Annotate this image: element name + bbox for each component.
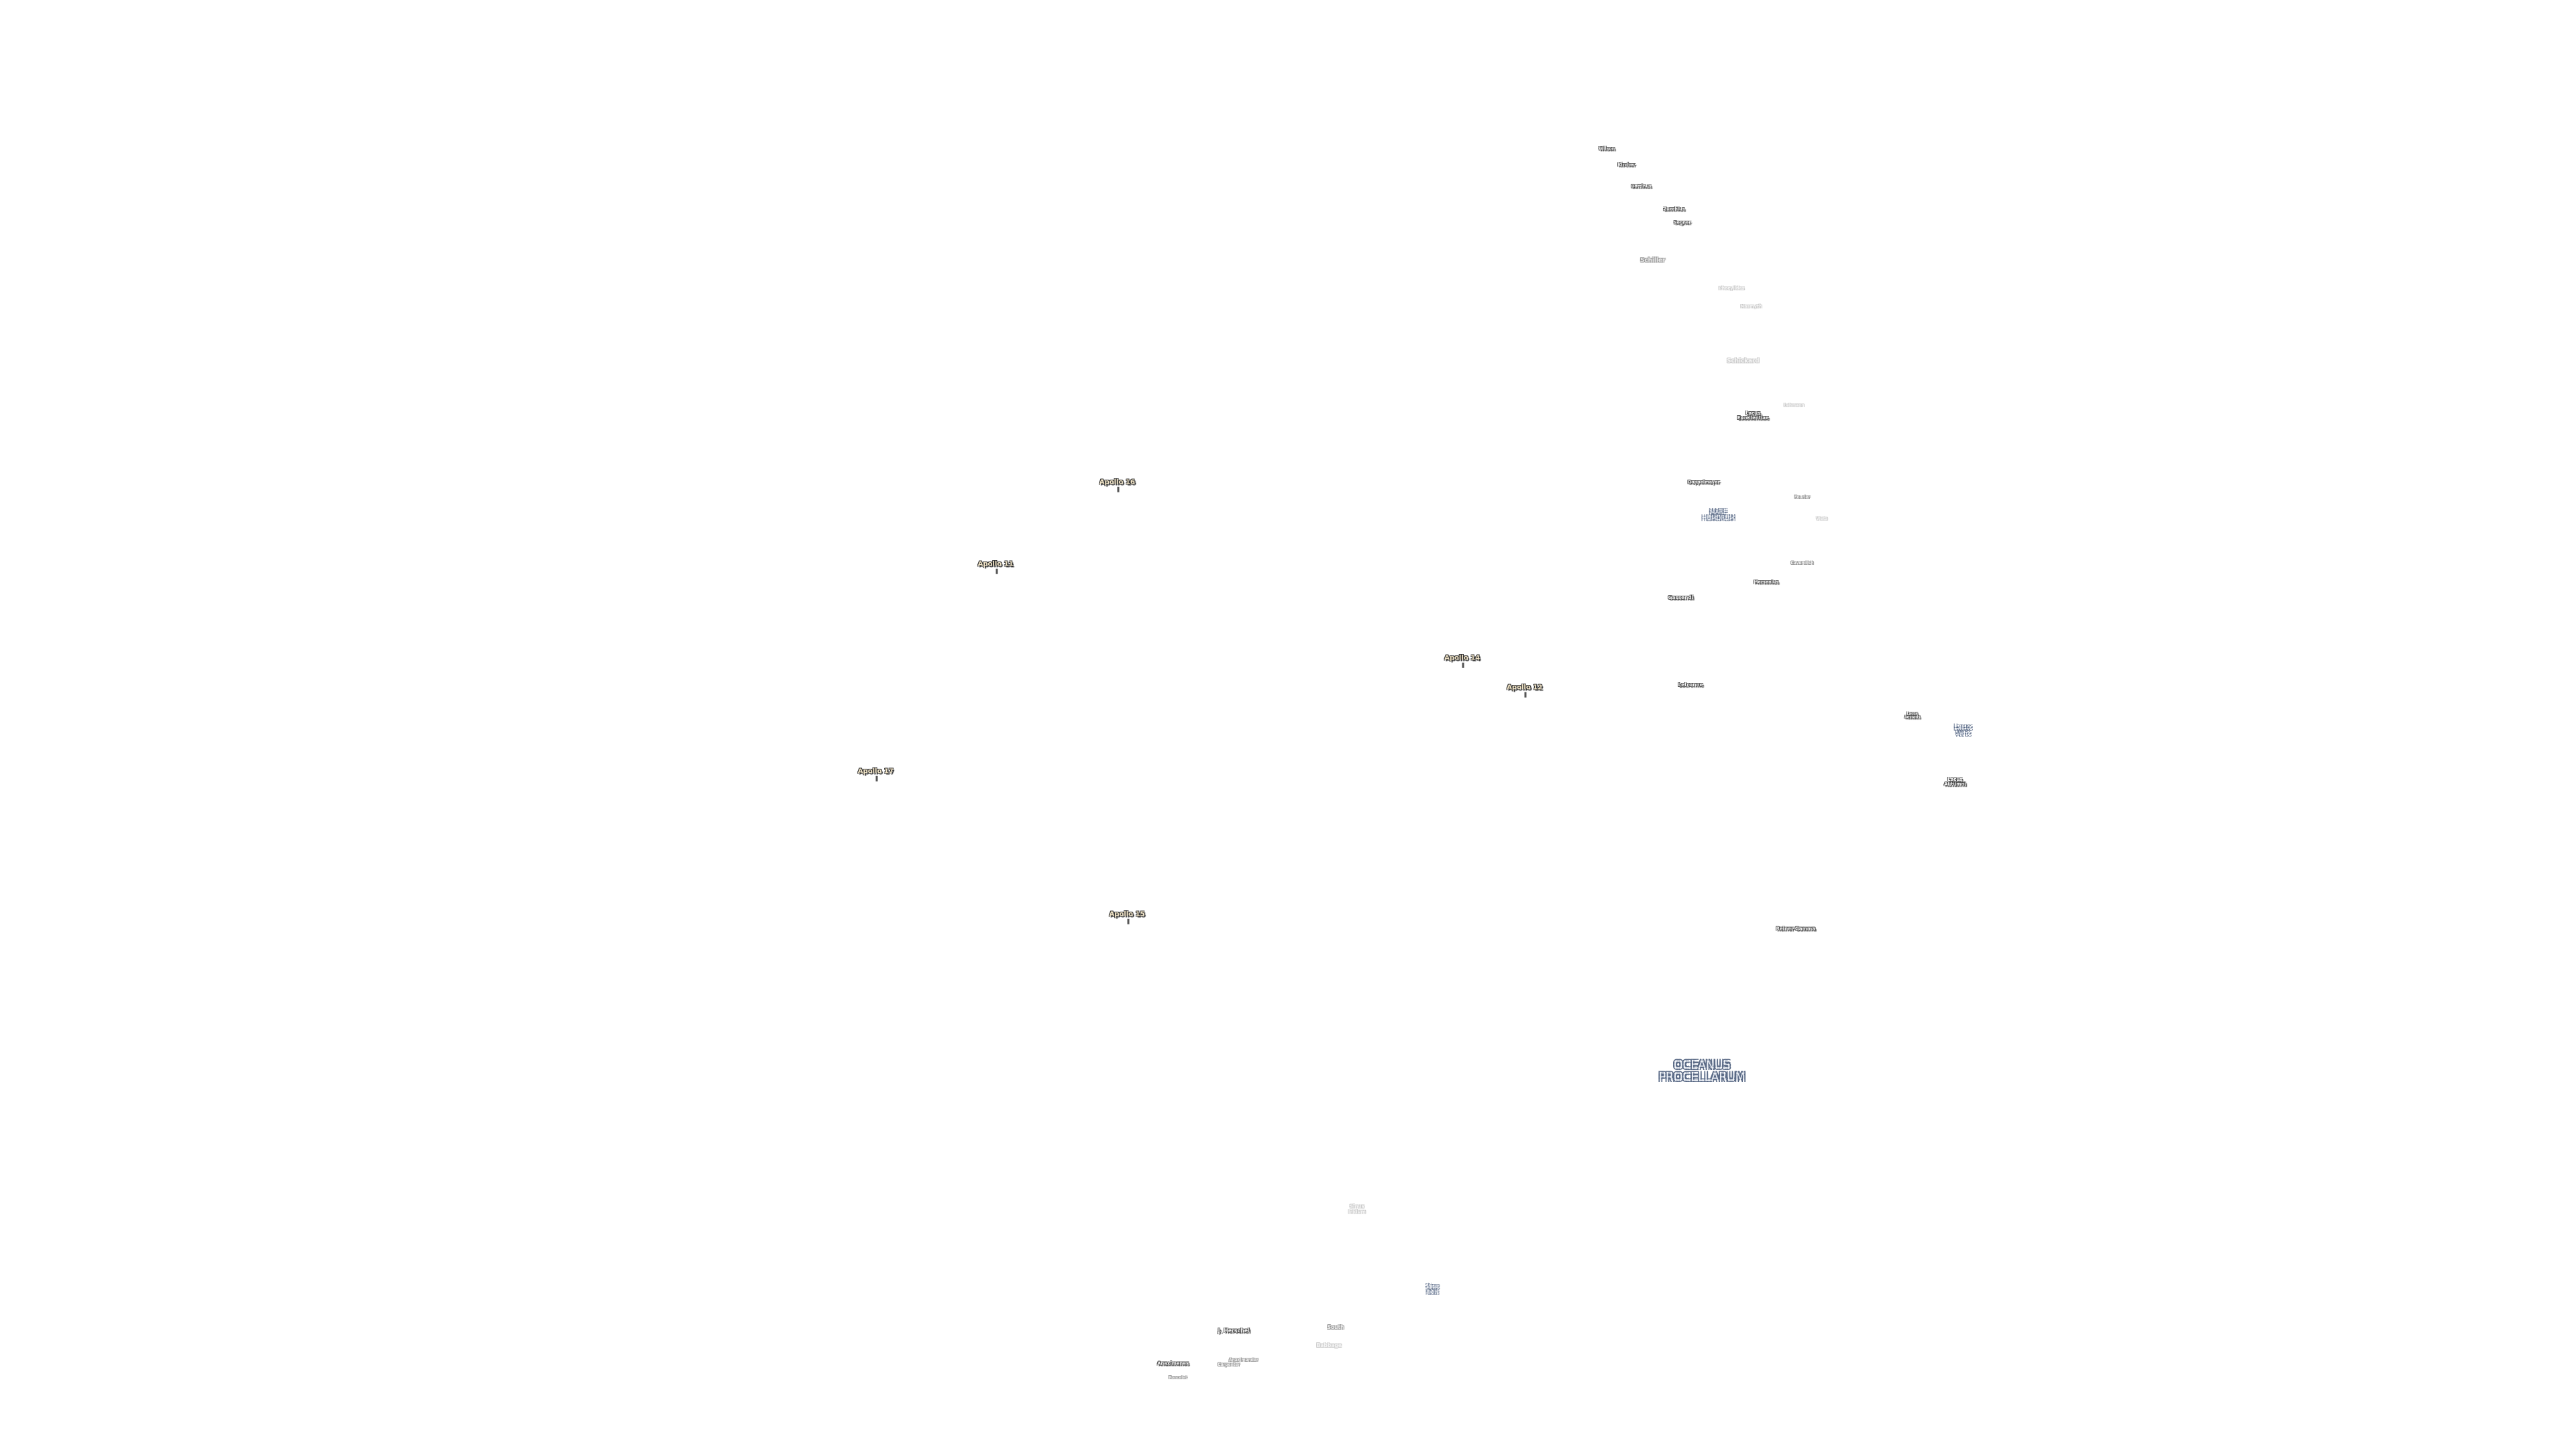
label-line: Sinus bbox=[1426, 1284, 1439, 1290]
label-line: Lacus bbox=[1954, 724, 1972, 731]
feature-label: Anaximenes bbox=[1157, 1360, 1189, 1366]
label-line: Lehmann bbox=[1784, 403, 1805, 408]
label-line: Bettinus bbox=[1631, 184, 1652, 189]
feature-label: Segner bbox=[1674, 221, 1690, 226]
apollo-site-label: Apollo 16 bbox=[1099, 478, 1135, 492]
label-line: Wilson bbox=[1599, 146, 1615, 152]
feature-label: Mersenius bbox=[1754, 580, 1779, 586]
feature-label: Carpenter bbox=[1218, 1363, 1240, 1367]
feature-label: Babbage bbox=[1316, 1342, 1342, 1348]
apollo-site-label: Apollo 14 bbox=[1444, 654, 1481, 667]
apollo-site-label: Apollo 12 bbox=[1507, 684, 1543, 697]
feature-label: Cavendish bbox=[1791, 561, 1814, 566]
feature-label: Letronne bbox=[1678, 682, 1703, 688]
label-line: Cavendish bbox=[1790, 561, 1814, 566]
label-line: Iridum bbox=[1348, 1208, 1366, 1215]
label-line: Kircher bbox=[1617, 163, 1635, 168]
label-line: Gassendi bbox=[1668, 594, 1694, 601]
label-line: Segner bbox=[1674, 220, 1691, 225]
apollo-site-label: Apollo 11 bbox=[977, 561, 1014, 574]
feature-label: Poncelet bbox=[1169, 1375, 1187, 1381]
feature-label: Lacus Autumni bbox=[1944, 777, 1966, 787]
feature-label: Zucchius bbox=[1663, 207, 1685, 213]
apollo-site-label: Apollo 17 bbox=[857, 767, 894, 781]
label-line: Anaximander bbox=[1229, 1358, 1258, 1362]
label-line: Lacus bbox=[1746, 410, 1761, 416]
feature-label: Schiller bbox=[1640, 258, 1665, 264]
label-line: Doppelmayer bbox=[1687, 480, 1720, 485]
label-line: Excellentiae bbox=[1737, 415, 1769, 421]
label-line: Veris bbox=[1955, 730, 1971, 737]
feature-label: J. Herschel bbox=[1218, 1328, 1250, 1334]
label-line: Schickard bbox=[1727, 358, 1760, 365]
label-line: Lacus bbox=[1947, 776, 1963, 782]
feature-label: Bettinus bbox=[1631, 184, 1652, 190]
label-line: J. Herschel bbox=[1218, 1327, 1250, 1334]
label-line: Fourier bbox=[1794, 495, 1811, 500]
label-line: PROCELLARUM bbox=[1658, 1070, 1746, 1084]
label-line: Apollo 11 bbox=[977, 561, 1014, 569]
feature-label: Sinus Roris bbox=[1426, 1284, 1439, 1295]
label-line: Apollo 15 bbox=[1109, 910, 1145, 918]
label-line: Apollo 14 bbox=[1444, 654, 1481, 662]
label-line: Nasmyth bbox=[1740, 304, 1762, 309]
apollo-site-label: Apollo 15 bbox=[1109, 910, 1145, 924]
feature-label: Nasmyth bbox=[1741, 305, 1762, 310]
label-line: Zucchius bbox=[1663, 207, 1685, 213]
label-line: MARE bbox=[1710, 508, 1727, 516]
label-line: Babbage bbox=[1316, 1342, 1342, 1348]
feature-label: MARE HUMORUM bbox=[1702, 508, 1735, 523]
label-line: Vieta bbox=[1816, 517, 1828, 521]
label-line: Aestatis bbox=[1904, 715, 1921, 720]
label-line: Apollo 17 bbox=[857, 767, 894, 775]
label-line: HUMORUM bbox=[1702, 515, 1735, 522]
feature-label: Anaximander bbox=[1229, 1358, 1258, 1362]
label-line: Mersenius bbox=[1754, 580, 1779, 586]
label-line: Reiner Gamma bbox=[1776, 924, 1816, 931]
label-line: Autumni bbox=[1943, 781, 1966, 787]
label-line: Poncelet bbox=[1169, 1375, 1187, 1380]
label-line: Schiller bbox=[1640, 257, 1666, 264]
label-line: South bbox=[1327, 1324, 1344, 1330]
label-line: Sinus bbox=[1349, 1203, 1364, 1210]
label-line: Carpenter bbox=[1218, 1363, 1240, 1368]
label-line: Letronne bbox=[1678, 682, 1703, 688]
label-line: Phocylides bbox=[1718, 286, 1745, 291]
feature-label: Lacus Veris bbox=[1954, 724, 1972, 738]
feature-label: Schickard bbox=[1727, 358, 1759, 364]
label-line: Lacus bbox=[1907, 712, 1918, 716]
feature-label: Gassendi bbox=[1668, 594, 1694, 601]
feature-label: Doppelmayer bbox=[1687, 480, 1720, 486]
feature-label: Reiner Gamma bbox=[1776, 924, 1816, 931]
feature-label: Kircher bbox=[1617, 163, 1635, 168]
label-line: Roris bbox=[1427, 1289, 1438, 1295]
feature-label: Fourier bbox=[1794, 496, 1811, 500]
feature-label: Sinus Iridum bbox=[1348, 1204, 1366, 1214]
feature-label: OCEANUS PROCELLARUM bbox=[1659, 1059, 1746, 1083]
feature-label: Phocylides bbox=[1718, 286, 1745, 292]
feature-label: Wilson bbox=[1599, 146, 1615, 152]
feature-label: Lacus Aestatis bbox=[1904, 712, 1921, 720]
feature-label: Lacus Excellentiae bbox=[1737, 410, 1769, 421]
feature-label: South bbox=[1327, 1324, 1344, 1330]
label-line: Apollo 12 bbox=[1507, 684, 1543, 692]
label-line: Anaximenes bbox=[1157, 1360, 1189, 1366]
feature-label: Lehmann bbox=[1784, 404, 1804, 408]
label-line: OCEANUS bbox=[1674, 1058, 1731, 1072]
label-line: Apollo 16 bbox=[1099, 478, 1135, 486]
feature-label: Vieta bbox=[1816, 517, 1827, 521]
